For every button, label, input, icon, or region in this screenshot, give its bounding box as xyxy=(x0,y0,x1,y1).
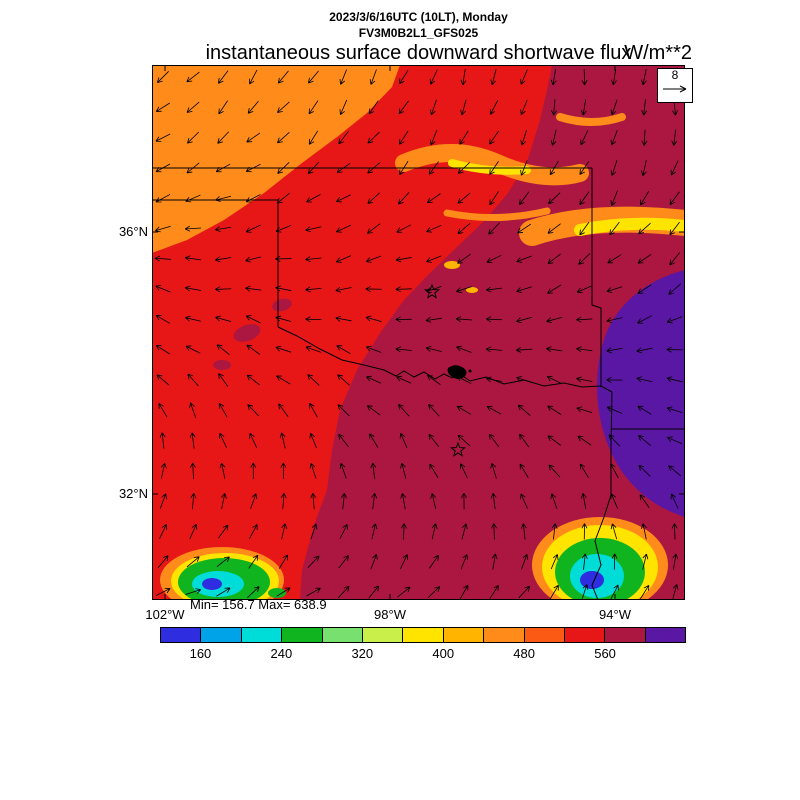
units-label: W/m**2 xyxy=(624,42,692,64)
field-orange-region xyxy=(152,65,400,253)
colorbar-segment xyxy=(604,627,646,643)
plot-title: instantaneous surface downward shortwave… xyxy=(205,42,632,64)
model-label: FV3M0B2L1_GFS025 xyxy=(358,26,479,40)
colorbar-tick-labels: 160 240 320 400 480 560 xyxy=(160,646,686,662)
map-plot xyxy=(152,65,685,600)
colorbar-tick-label: 160 xyxy=(189,646,212,661)
colorbar-segment xyxy=(281,627,323,643)
reference-vector-value: 8 xyxy=(671,68,679,82)
lat-label-36n: 36°N xyxy=(118,224,148,239)
colorbar-segment xyxy=(523,627,565,643)
field-darkred-fleck xyxy=(233,324,261,342)
colorbar-segment xyxy=(644,627,687,643)
minmax-stats: Min= 156.7 Max= 638.9 xyxy=(190,597,327,612)
colorbar-segment xyxy=(160,627,202,643)
colorbar-segment xyxy=(442,627,485,643)
colorbar-tick-label: 400 xyxy=(432,646,455,661)
colorbar-segment xyxy=(402,627,444,643)
reference-vector-arrow-icon xyxy=(662,85,686,93)
lake-marker xyxy=(447,365,467,380)
axis-ticks xyxy=(152,65,685,600)
field-gold-fleck xyxy=(466,287,478,293)
colorbar-segment xyxy=(483,627,525,643)
field-low-blob-left xyxy=(160,547,286,600)
lon-label-102w: 102°W xyxy=(145,607,185,622)
map-frame xyxy=(152,65,685,600)
lat-label-32n: 32°N xyxy=(118,486,148,501)
colorbar-segment xyxy=(200,627,242,643)
colorbar-segment xyxy=(361,627,404,643)
wind-arrows xyxy=(154,68,683,600)
field-darkred-region xyxy=(300,65,685,600)
colorbar-segment xyxy=(321,627,363,643)
field-gold-fleck xyxy=(444,261,460,269)
colorbar-tick-label: 320 xyxy=(351,646,374,661)
colorbar-tick-label: 240 xyxy=(270,646,293,661)
city-star-marker xyxy=(450,441,466,457)
colorbar-tick-label: 560 xyxy=(594,646,616,661)
city-star-marker xyxy=(424,283,440,299)
lon-label-94w: 94°W xyxy=(599,607,631,622)
colorbar-segment xyxy=(563,627,606,643)
colorbar-segment xyxy=(240,627,283,643)
state-borders xyxy=(152,167,685,600)
colorbar-tick-label: 480 xyxy=(513,646,535,661)
reference-vector-box: 8 xyxy=(657,68,693,103)
lon-label-98w: 98°W xyxy=(374,607,406,622)
field-darkred-fleck xyxy=(272,298,292,312)
colorbar xyxy=(160,627,687,643)
field-darkred-fleck xyxy=(213,360,231,370)
field-purple-region xyxy=(597,270,685,517)
lake-marker xyxy=(468,369,472,373)
valid-time-label: 2023/3/6/16UTC (10LT), Monday xyxy=(329,10,508,24)
